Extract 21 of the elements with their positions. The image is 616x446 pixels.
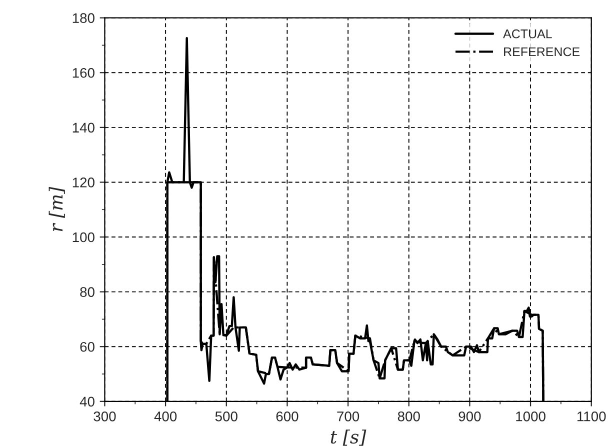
x-tick-label: 300 bbox=[94, 411, 116, 422]
x-tick-label: 900 bbox=[458, 411, 481, 422]
y-tick-label: 100 bbox=[72, 232, 94, 242]
y-tick-label: 80 bbox=[80, 287, 94, 297]
y-tick-label: 120 bbox=[72, 178, 94, 188]
x-tick-label: 700 bbox=[337, 411, 360, 422]
x-tick-label: 500 bbox=[215, 411, 238, 422]
legend-label: REFERENCE bbox=[504, 47, 580, 56]
x-tick-label: 800 bbox=[398, 411, 420, 422]
y-tick-label: 40 bbox=[80, 396, 94, 407]
x-tick-label: 400 bbox=[154, 411, 177, 422]
y-tick-label: 160 bbox=[72, 68, 94, 78]
y-axis-title: r [m] bbox=[48, 186, 65, 232]
x-tick-label: 1000 bbox=[516, 411, 546, 422]
y-tick-label: 180 bbox=[72, 13, 94, 24]
x-tick-label: 1100 bbox=[577, 411, 606, 422]
legend-label: ACTUAL bbox=[503, 29, 552, 38]
x-axis-title: t [s] bbox=[330, 430, 366, 446]
y-tick-label: 60 bbox=[80, 342, 94, 352]
x-tick-label: 600 bbox=[276, 411, 298, 422]
y-tick-label: 140 bbox=[72, 122, 94, 133]
